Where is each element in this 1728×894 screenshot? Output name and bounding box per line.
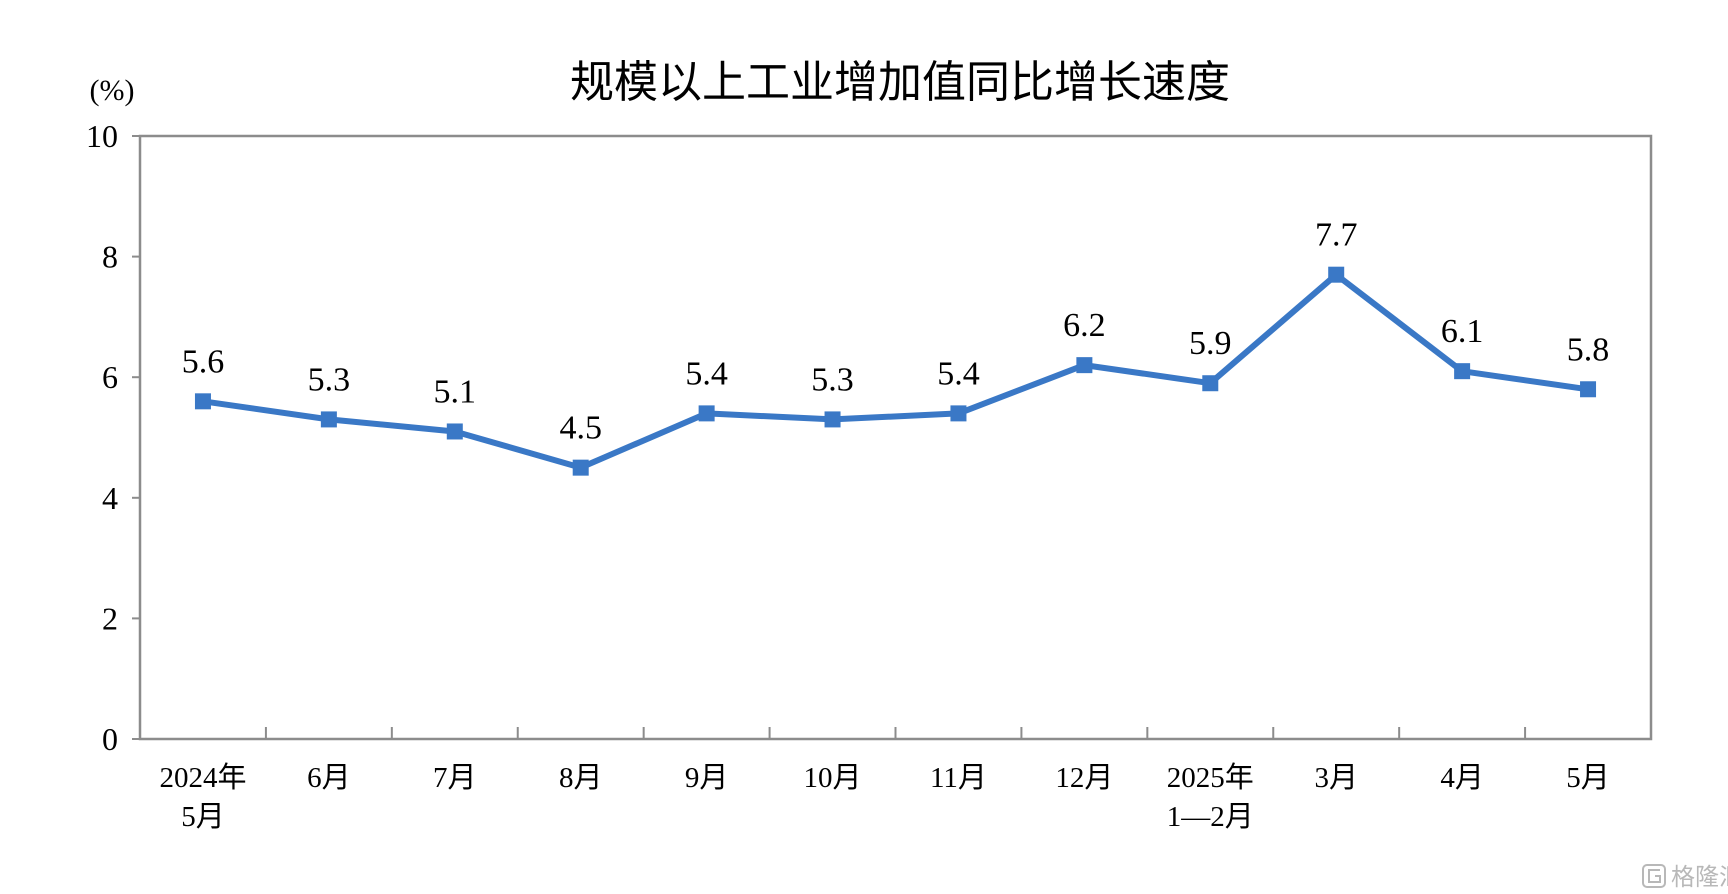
x-tick-label: 8月 xyxy=(559,762,603,794)
logo-icon xyxy=(1642,864,1666,888)
series-line xyxy=(200,271,1591,471)
data-label: 5.3 xyxy=(811,361,854,398)
x-tick-label: 4月 xyxy=(1440,762,1484,794)
data-point-marker xyxy=(1580,381,1597,398)
data-point-marker xyxy=(950,405,967,422)
data-markers xyxy=(194,266,1597,476)
data-label: 5.1 xyxy=(434,373,477,410)
plot-frame xyxy=(138,134,1653,741)
y-tick-label: 8 xyxy=(102,239,118,275)
data-point-marker xyxy=(194,393,211,410)
x-tick-label: 1—2月 xyxy=(1167,801,1254,833)
x-tick-label: 11月 xyxy=(930,762,987,794)
series-line-group xyxy=(200,271,1591,471)
x-tick-label: 12月 xyxy=(1055,762,1113,794)
data-label: 5.9 xyxy=(1189,325,1232,362)
x-axis: 2024年 5月 6月 7月 8月 9月 10月 11月 12月 2025年 1—2月 3月 4月 5月 xyxy=(159,727,1610,833)
x-tick-label: 9月 xyxy=(685,762,729,794)
data-point-marker xyxy=(698,405,715,422)
data-label: 5.3 xyxy=(308,361,351,398)
y-axis-unit: (%) xyxy=(90,74,135,107)
data-point-marker xyxy=(446,423,463,440)
y-axis: 0 2 4 6 8 10 xyxy=(86,118,140,757)
y-tick-label: 0 xyxy=(102,721,118,757)
data-label: 6.1 xyxy=(1441,313,1484,350)
y-tick-label: 10 xyxy=(86,118,118,154)
x-tick-label: 2025年 xyxy=(1167,761,1254,794)
data-labels: 5.6 5.3 5.1 4.5 5.4 5.3 5.4 6.2 5.9 7.7 6.1 5.8 xyxy=(182,217,1610,447)
data-point-marker xyxy=(1328,266,1345,283)
data-point-marker xyxy=(1202,375,1219,392)
x-tick-label: 2024年 xyxy=(159,761,246,794)
y-tick-label: 4 xyxy=(102,480,118,516)
data-label: 4.5 xyxy=(559,410,602,447)
x-tick-label: 7月 xyxy=(433,762,477,794)
x-tick-label: 5月 xyxy=(1566,762,1610,794)
data-label: 5.4 xyxy=(685,355,728,392)
data-point-marker xyxy=(1076,357,1093,374)
data-label: 7.7 xyxy=(1315,217,1358,254)
x-tick-label: 3月 xyxy=(1314,762,1358,794)
data-point-marker xyxy=(824,411,841,428)
chart-title: 规模以上工业增加值同比增长速度 xyxy=(570,57,1230,108)
y-tick-label: 2 xyxy=(102,600,118,636)
data-point-marker xyxy=(1454,363,1471,380)
data-label: 6.2 xyxy=(1063,307,1106,344)
data-point-marker xyxy=(572,459,589,476)
data-label: 5.8 xyxy=(1567,331,1610,368)
x-tick-label: 6月 xyxy=(307,762,351,794)
watermark: 格隆汇 xyxy=(1642,863,1728,891)
data-point-marker xyxy=(320,411,337,428)
data-label: 5.6 xyxy=(182,343,225,380)
x-tick-label: 5月 xyxy=(181,801,225,833)
data-label: 5.4 xyxy=(937,355,980,392)
y-tick-label: 6 xyxy=(102,359,118,395)
watermark-text: 格隆汇 xyxy=(1671,863,1728,891)
x-tick-label: 10月 xyxy=(804,762,862,794)
